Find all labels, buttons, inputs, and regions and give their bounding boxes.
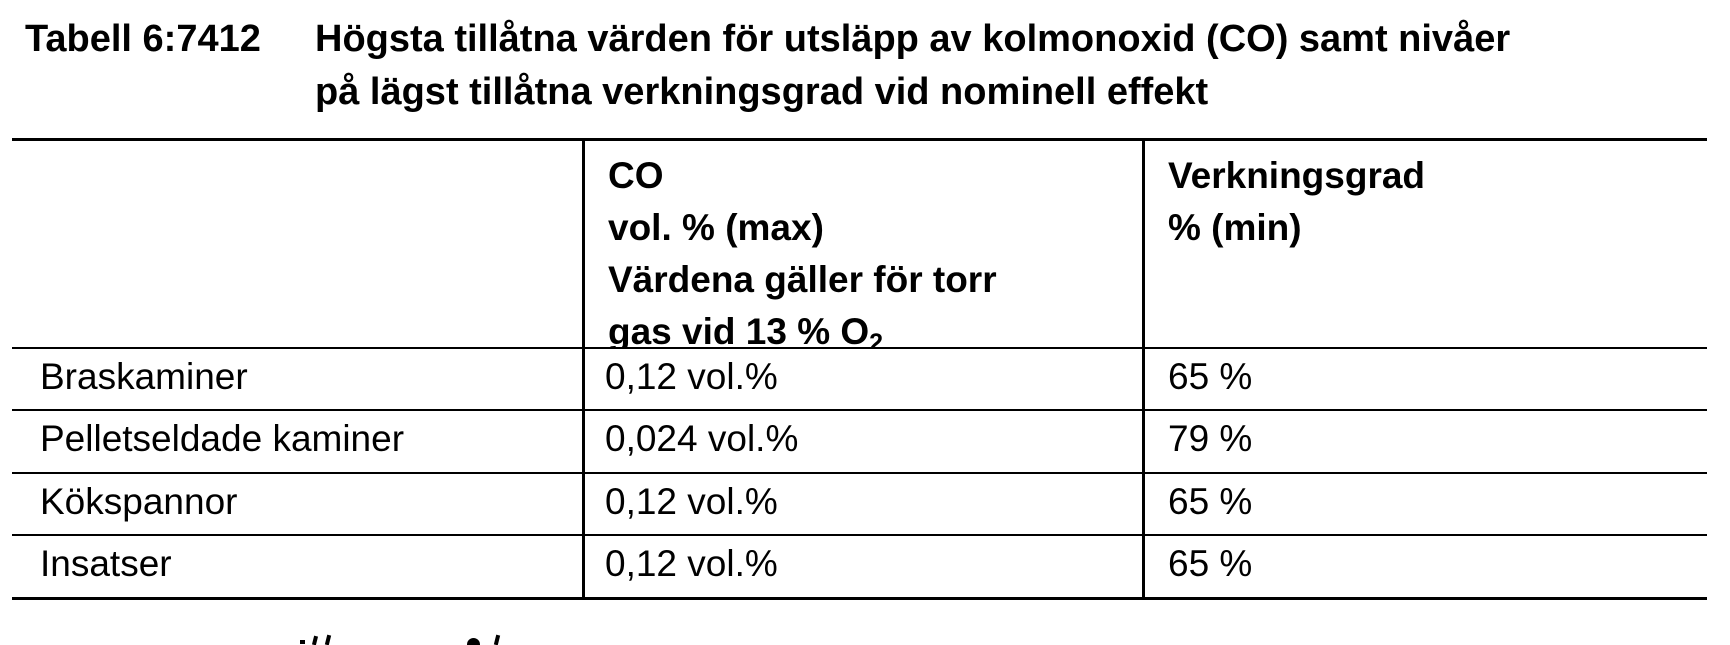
header-cell-co: CO vol. % (max) Värdena gäller för torr …	[582, 141, 1142, 347]
row-category: Pelletseldade kaminer	[12, 409, 582, 472]
row-co-value: 0,12 vol.%	[582, 347, 1142, 409]
row-category: Insatser	[12, 534, 582, 597]
efficiency-header-line1: Verkningsgrad	[1168, 155, 1426, 196]
cutoff-glyph-fragment	[300, 640, 305, 644]
row-co-value: 0,024 vol.%	[582, 409, 1142, 472]
cutoff-glyph-fragment	[493, 634, 501, 645]
co-header-line1: CO	[608, 155, 664, 196]
row-category: Braskaminer	[12, 347, 582, 409]
row-efficiency-value: 65 %	[1142, 347, 1707, 409]
row-efficiency-value: 79 %	[1142, 409, 1707, 472]
table-number-label: Tabell 6:7412	[25, 18, 261, 60]
co-header-line3: Värdena gäller för torr	[608, 259, 997, 300]
co-header-line2: vol. % (max)	[608, 207, 824, 248]
header-cell-category	[12, 141, 582, 347]
row-co-value: 0,12 vol.%	[582, 472, 1142, 534]
cutoff-glyph-fragment	[324, 634, 332, 645]
o2-subscript: 2	[869, 329, 884, 347]
table-title-line1: Högsta tillåtna värden för utsläpp av ko…	[315, 18, 1511, 60]
table-title-line2: på lägst tillåtna verkningsgrad vid nomi…	[315, 71, 1209, 113]
co-header-line4: gas vid 13 % O2	[608, 306, 1142, 347]
row-category: Kökspannor	[12, 472, 582, 534]
row-efficiency-value: 65 %	[1142, 534, 1707, 597]
row-efficiency-value: 65 %	[1142, 472, 1707, 534]
emissions-table: CO vol. % (max) Värdena gäller för torr …	[12, 138, 1707, 600]
row-co-value: 0,12 vol.%	[582, 534, 1142, 597]
efficiency-header-line2: % (min)	[1168, 207, 1302, 248]
cutoff-glyph-fragment	[467, 638, 480, 645]
table-title: Högsta tillåtna värden för utsläpp av ko…	[315, 13, 1705, 119]
header-cell-efficiency: Verkningsgrad % (min)	[1142, 141, 1707, 347]
